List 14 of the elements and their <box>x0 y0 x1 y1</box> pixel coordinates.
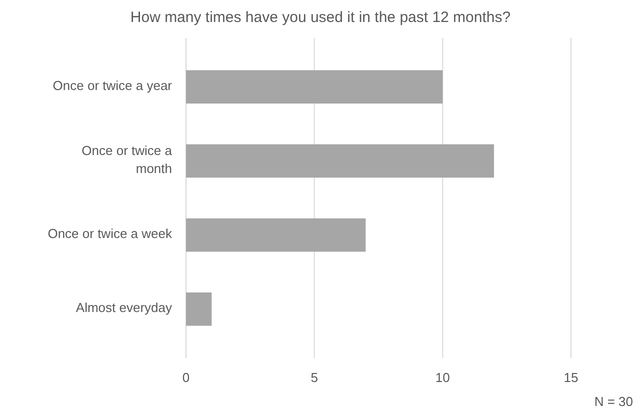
bar <box>186 70 443 104</box>
y-tick-label: Once or twice a month <box>82 143 173 176</box>
x-tick-label: 5 <box>310 370 318 385</box>
x-tick-label: 10 <box>435 370 450 385</box>
bar <box>186 292 212 326</box>
x-tick-label: 15 <box>564 370 578 385</box>
text: N = 30 <box>594 394 633 409</box>
bar <box>186 218 366 252</box>
y-tick-label: Once or twice a year <box>52 78 173 94</box>
chart-title: How many times have you used it in the past 12 months? <box>130 9 511 26</box>
bar <box>186 144 494 178</box>
x-tick-label: 0 <box>182 370 190 385</box>
y-tick-label: Once or twice a week <box>48 226 172 242</box>
y-tick-label: Almost everyday <box>76 300 172 316</box>
